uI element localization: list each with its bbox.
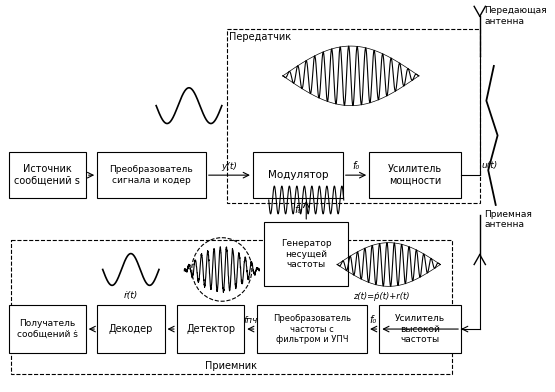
Text: f₀: f₀ bbox=[370, 315, 377, 325]
Text: Декодер: Декодер bbox=[109, 324, 153, 334]
Bar bbox=[177, 305, 244, 353]
Text: f₀: f₀ bbox=[352, 161, 360, 171]
Text: Усилитель
высокой
частоты: Усилитель высокой частоты bbox=[395, 314, 445, 344]
Text: y(t): y(t) bbox=[221, 162, 238, 171]
Text: ṙ(t): ṙ(t) bbox=[124, 291, 138, 300]
Bar bbox=[97, 152, 206, 198]
Bar bbox=[253, 152, 343, 198]
Text: Преобразователь
частоты с
фильтром и УПЧ: Преобразователь частоты с фильтром и УПЧ bbox=[273, 314, 351, 344]
Text: Усилитель
мощности: Усилитель мощности bbox=[388, 164, 442, 186]
Bar bbox=[226, 29, 480, 203]
Text: Преобразователь
сигнала и кодер: Преобразователь сигнала и кодер bbox=[109, 165, 193, 185]
Bar bbox=[380, 305, 461, 353]
Text: Получатель
сообщений ṡ: Получатель сообщений ṡ bbox=[17, 319, 78, 339]
Bar bbox=[97, 305, 165, 353]
Bar bbox=[11, 240, 452, 374]
Text: f₀: f₀ bbox=[294, 205, 301, 215]
Bar bbox=[369, 152, 461, 198]
Text: u(t): u(t) bbox=[482, 161, 498, 170]
Text: z(t)=ṕ(t)+r(t): z(t)=ṕ(t)+r(t) bbox=[353, 292, 410, 301]
Text: Детектор: Детектор bbox=[186, 324, 235, 334]
Text: Приемник: Приемник bbox=[205, 361, 257, 371]
Text: Передающая
антенна: Передающая антенна bbox=[485, 6, 547, 26]
Text: Передатчик: Передатчик bbox=[229, 32, 291, 42]
Text: Генератор
несущей
частоты: Генератор несущей частоты bbox=[281, 239, 331, 269]
Text: Приемная
антенна: Приемная антенна bbox=[485, 210, 532, 229]
Text: Модулятор: Модулятор bbox=[268, 170, 328, 180]
Bar bbox=[264, 222, 349, 286]
Text: Источник
сообщений s: Источник сообщений s bbox=[14, 164, 80, 186]
Bar bbox=[256, 305, 367, 353]
Text: fпч: fпч bbox=[243, 316, 258, 325]
Bar bbox=[9, 152, 86, 198]
Bar bbox=[9, 305, 86, 353]
